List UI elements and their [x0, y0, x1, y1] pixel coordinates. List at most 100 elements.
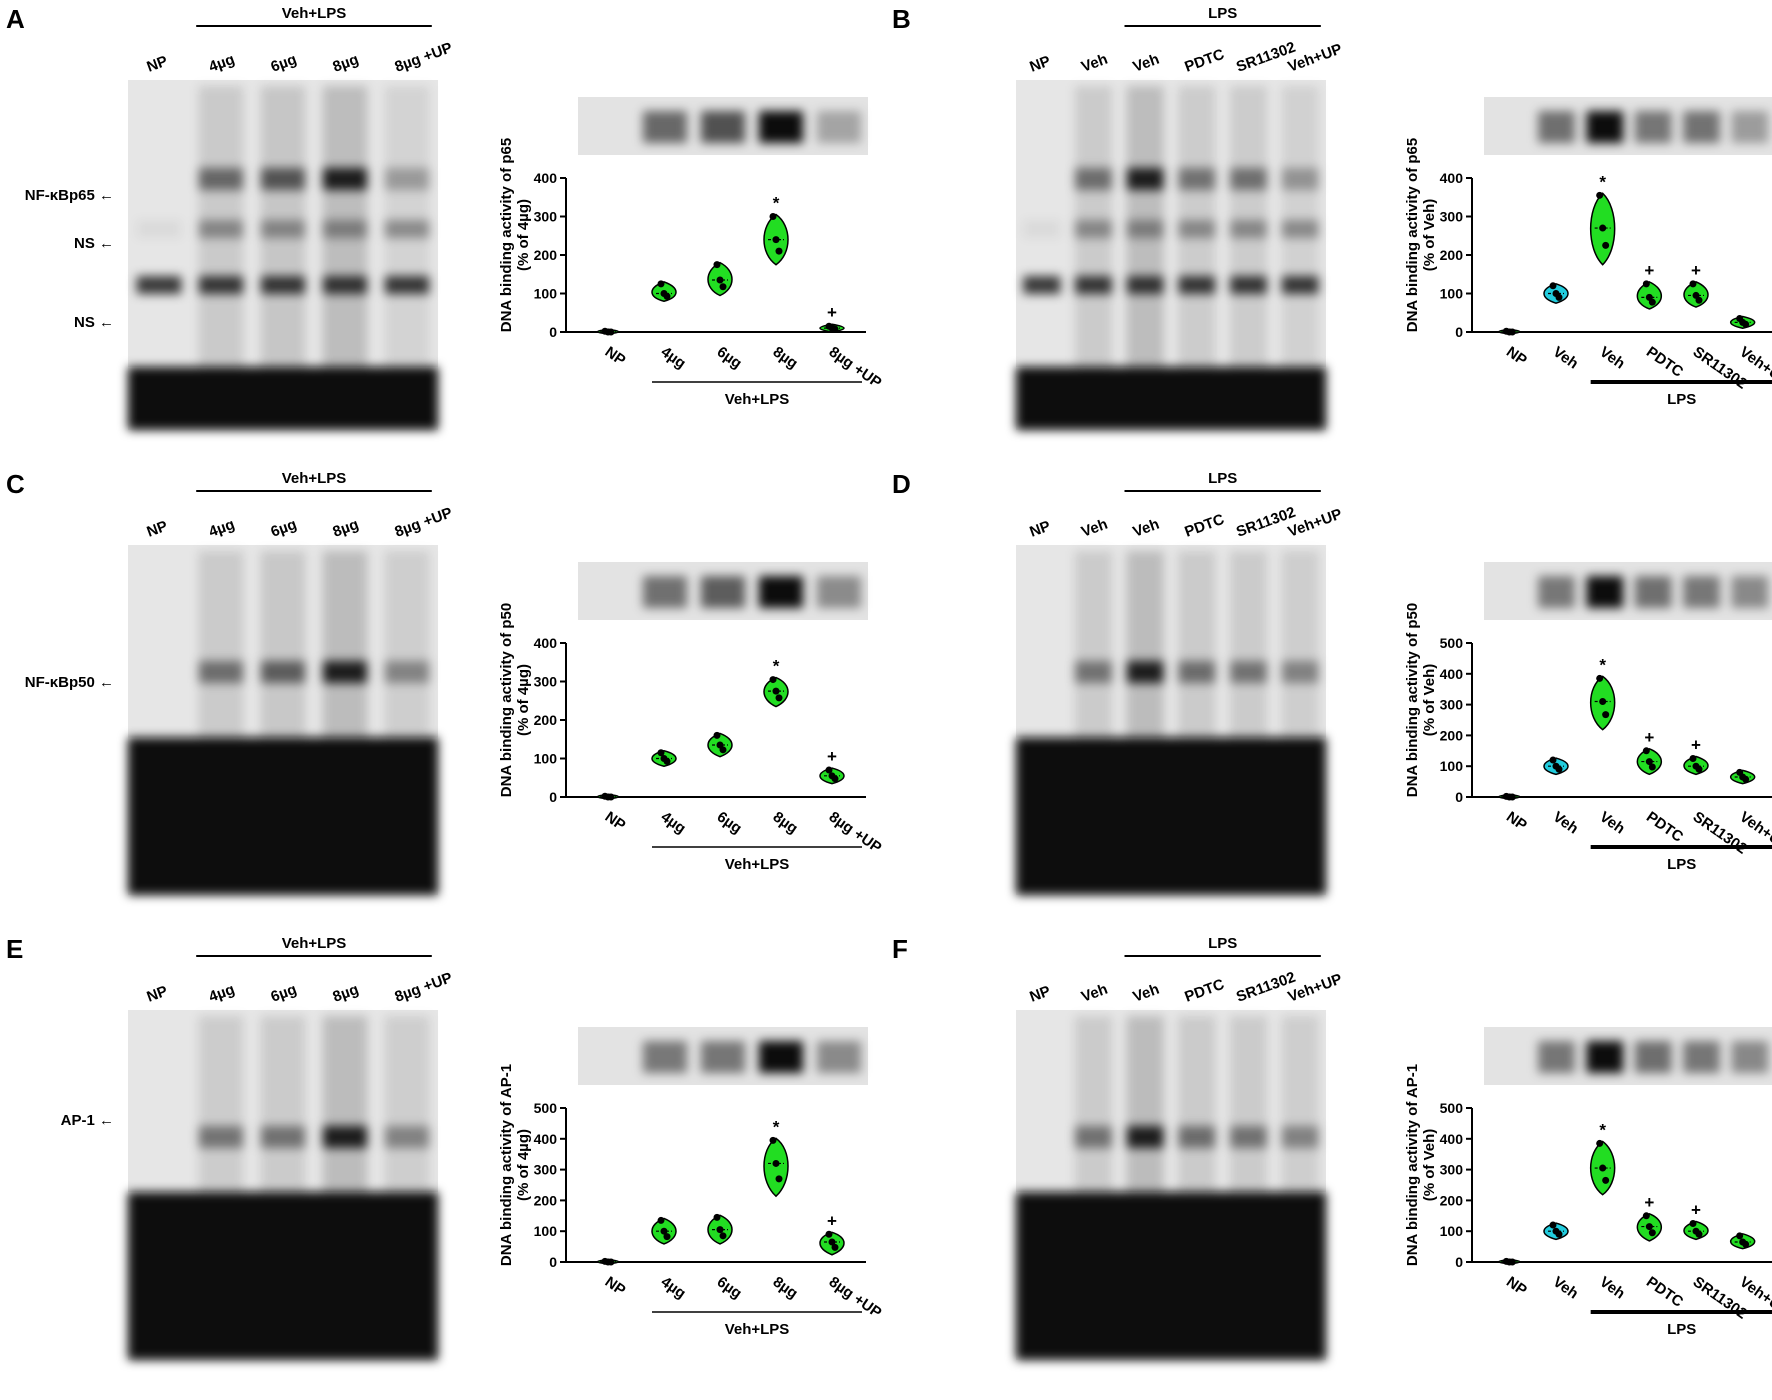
blot-strip [578, 562, 868, 620]
treatment-label: LPS [1208, 470, 1237, 487]
data-point [1742, 775, 1750, 783]
data-point [1602, 1176, 1610, 1184]
strip-band [700, 1041, 746, 1073]
data-point [1549, 756, 1557, 764]
panel-d: D LPS NP Veh Veh PDTC SR11302 Veh+UP 0 100 200 300… [886, 465, 1772, 930]
x-tick-label: Veh [1596, 808, 1628, 837]
data-point [1508, 1258, 1516, 1266]
gel-free-probe [128, 1192, 438, 1360]
x-tick-label: 8µg [770, 343, 801, 372]
violin [596, 1257, 620, 1266]
strip-bands [642, 576, 862, 608]
y-tick-label: 200 [1440, 1192, 1464, 1208]
violin: + [1683, 736, 1709, 776]
band-arrow-label: NF-κBp65 ← [25, 187, 114, 204]
blot-strip [1484, 1027, 1772, 1085]
y-tick-label: 0 [1455, 324, 1463, 340]
violin: + [819, 747, 845, 785]
data-point [831, 775, 839, 783]
data-point [772, 687, 780, 695]
lane-label: 8µg +UP [393, 504, 455, 540]
data-point [663, 757, 671, 765]
strip-band [1538, 1041, 1575, 1073]
gel-band [1229, 1126, 1268, 1148]
data-point [660, 1227, 668, 1235]
gel-free-probe [128, 737, 438, 895]
x-tick-label: 8µg +UP [826, 1273, 885, 1321]
lane-label: 6µg [269, 981, 299, 1006]
strip-band [1683, 1041, 1720, 1073]
violin [707, 1213, 733, 1245]
data-point [1549, 282, 1557, 290]
gel-band-ns [1023, 276, 1061, 294]
violin: * [763, 1117, 789, 1198]
x-tick-label: NP [602, 808, 629, 834]
data-point [663, 292, 671, 300]
strip-band [758, 111, 804, 143]
strip-band [1683, 111, 1720, 143]
strip-band [642, 576, 688, 608]
violin: + [1636, 261, 1663, 310]
group-label: LPS [1667, 1321, 1696, 1338]
gel-band-ns [198, 276, 244, 294]
lane-label: 6µg [269, 51, 299, 76]
blot-strip [578, 1027, 868, 1085]
group-label: Veh+LPS [725, 391, 790, 408]
significance-marker: + [1644, 261, 1654, 280]
panel-graphic: Veh+LPS NP 4µg 6µg 8µg 8µg +UP NF-κBp65 ← NS ← N… [25, 5, 885, 430]
significance-marker: + [827, 1211, 837, 1230]
y-tick-label: 300 [1440, 697, 1464, 713]
violin: * [1590, 655, 1616, 731]
lane-label: 8µg [331, 516, 361, 541]
data-point [1555, 1230, 1563, 1238]
lane-label: 4µg [207, 51, 237, 76]
x-tick-label: 8µg [770, 808, 801, 837]
gel-band [384, 1126, 430, 1148]
y-tick-label: 500 [1440, 635, 1464, 651]
gel-band [260, 1126, 306, 1148]
gel-band-ns [1074, 220, 1113, 238]
gel-band [198, 661, 244, 683]
gel-band-ns [260, 220, 306, 238]
blot-strip [578, 97, 868, 155]
y-tick-label: 200 [534, 712, 558, 728]
data-point [1599, 698, 1607, 706]
gel-band-ns [384, 220, 430, 238]
chart-axes: 0 100 200 300 400 500 [1440, 635, 1772, 805]
gel-image [128, 1010, 438, 1360]
data-point [713, 1213, 721, 1221]
data-point [657, 280, 665, 288]
violin [651, 1216, 677, 1245]
y-tick-label: 400 [534, 170, 558, 186]
significance-marker: * [773, 194, 780, 213]
data-point [775, 694, 783, 702]
data-point [719, 1232, 727, 1240]
gel-lane-smear [1178, 551, 1216, 744]
significance-marker: + [1691, 1201, 1701, 1220]
gel-band [1229, 661, 1268, 683]
band-arrow-label: NS ← [74, 235, 114, 252]
data-point [775, 1175, 783, 1183]
data-point [1642, 747, 1650, 755]
data-point [831, 325, 839, 333]
gel-band [198, 1126, 244, 1148]
gel-band-ns [1023, 220, 1061, 238]
y-axis-sublabel: (% of 4µg) [515, 664, 532, 736]
data-point [1742, 1240, 1750, 1248]
gel-lane-smear [198, 1016, 244, 1198]
data-point [713, 261, 721, 269]
strip-band [1634, 1041, 1672, 1073]
gel-band [1281, 1126, 1319, 1148]
data-point [663, 1233, 671, 1241]
gel-free-probe [128, 367, 438, 430]
treatment-label: LPS [1208, 935, 1237, 952]
lane-label: SR11302 [1234, 504, 1298, 541]
group-label: LPS [1667, 391, 1696, 408]
gel-lane-smear [1281, 1016, 1319, 1198]
data-point [1508, 793, 1516, 801]
strip-background [1484, 1027, 1772, 1085]
data-point [1648, 1229, 1656, 1237]
gel-band-ns [1178, 220, 1216, 238]
y-tick-label: 0 [549, 1254, 557, 1270]
band-arrow-label: NS ← [74, 314, 114, 331]
